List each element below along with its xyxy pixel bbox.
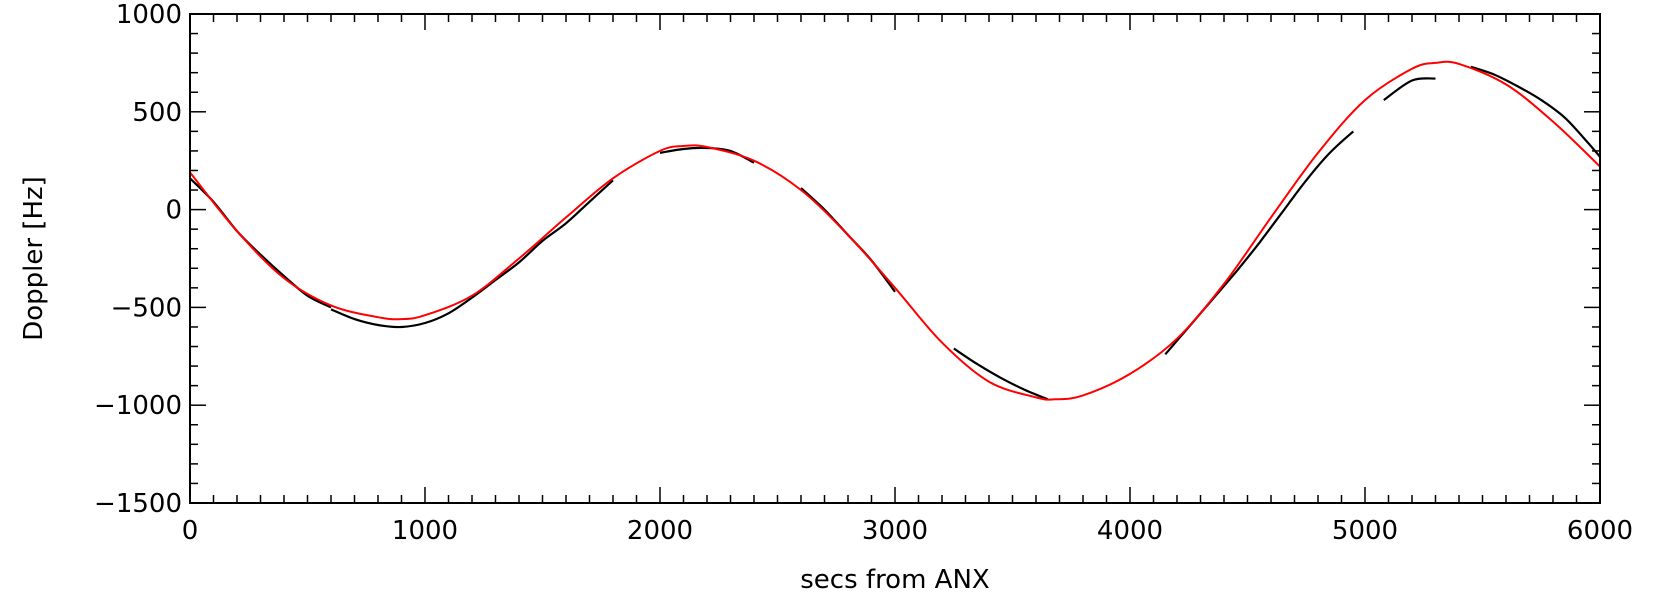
- y-tick-label: −1500: [94, 489, 182, 519]
- y-tick-label: −1000: [94, 391, 182, 421]
- x-tick-label: 6000: [1567, 516, 1633, 546]
- x-axis-title: secs from ANX: [800, 565, 989, 595]
- x-tick-label: 1000: [392, 516, 458, 546]
- y-tick-label: −500: [111, 293, 182, 323]
- measured-doppler-segment: [1383, 77, 1436, 102]
- x-tick-label: 5000: [1332, 516, 1398, 546]
- measured-doppler-segment: [330, 179, 614, 329]
- plot-area: [189, 60, 1601, 401]
- y-tick-label: 500: [132, 98, 182, 128]
- x-tick-label: 3000: [862, 516, 928, 546]
- x-tick-label: 0: [182, 516, 199, 546]
- plot-frame: [189, 13, 1601, 504]
- x-tick-label: 2000: [627, 516, 693, 546]
- y-axis-title: Doppler [Hz]: [19, 176, 49, 341]
- measured-doppler-segment: [1470, 65, 1601, 158]
- tick-labels: 0 1000 2000 3000 4000 5000 600010005000−500−10…: [94, 0, 1633, 546]
- y-tick-label: 1000: [116, 0, 182, 30]
- model-doppler-line: [189, 60, 1601, 401]
- measured-doppler-segment: [800, 187, 896, 293]
- measured-doppler-segment: [953, 347, 1049, 401]
- measured-doppler-segment: [189, 177, 332, 309]
- axis-ticks: [189, 13, 1601, 504]
- y-tick-label: 0: [165, 196, 182, 226]
- x-tick-label: 4000: [1097, 516, 1163, 546]
